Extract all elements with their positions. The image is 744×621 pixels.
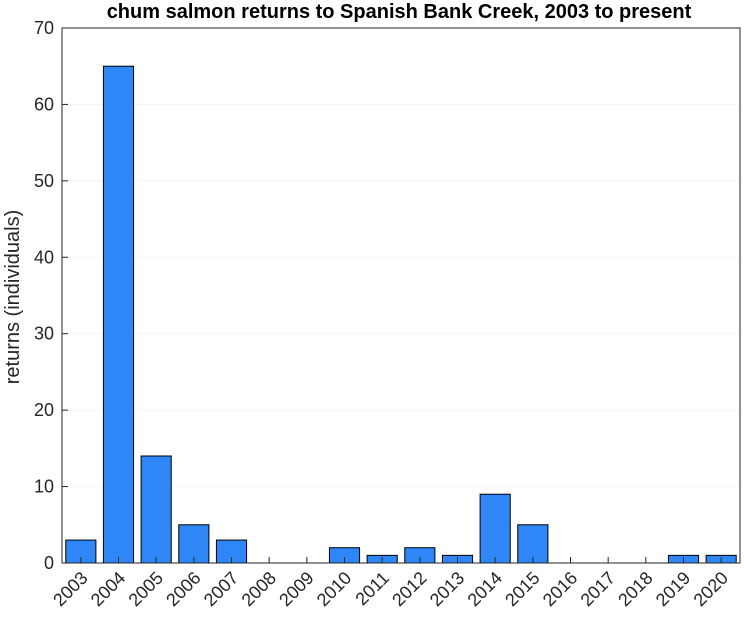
x-tick-label: 2018 bbox=[614, 568, 656, 610]
x-tick-label: 2009 bbox=[275, 568, 317, 610]
bar-2005 bbox=[140, 455, 172, 564]
x-tick-label: 2014 bbox=[464, 568, 506, 610]
x-tick-label: 2012 bbox=[388, 568, 430, 610]
x-tick-label: 2020 bbox=[690, 568, 732, 610]
y-tick-label: 50 bbox=[34, 171, 54, 191]
y-axis-label: returns (individuals) bbox=[2, 210, 24, 385]
bars bbox=[65, 65, 737, 564]
y-tick-label: 20 bbox=[34, 400, 54, 420]
y-tick-label: 10 bbox=[34, 477, 54, 497]
x-tick-label: 2013 bbox=[426, 568, 468, 610]
y-tick-label: 40 bbox=[34, 247, 54, 267]
y-axis-ticks: 0 10 20 30 40 50 60 70 bbox=[34, 18, 68, 573]
x-tick-label: 2005 bbox=[125, 568, 167, 610]
chart-title: chum salmon returns to Spanish Bank Cree… bbox=[107, 1, 692, 23]
x-tick-label: 2008 bbox=[238, 568, 280, 610]
x-tick-label: 2015 bbox=[501, 568, 543, 610]
x-tick-label: 2017 bbox=[577, 568, 619, 610]
bar-2014 bbox=[479, 493, 511, 564]
x-tick-label: 2006 bbox=[162, 568, 204, 610]
plot-area bbox=[61, 27, 741, 564]
x-tick-label: 2004 bbox=[87, 568, 129, 610]
x-tick-label: 2011 bbox=[351, 568, 393, 610]
x-tick-label: 2019 bbox=[652, 568, 694, 610]
x-tick-label: 2007 bbox=[200, 568, 242, 610]
x-tick-label: 2010 bbox=[313, 568, 355, 610]
y-tick-label: 60 bbox=[34, 94, 54, 114]
bar-2004 bbox=[102, 65, 135, 564]
y-tick-label: 70 bbox=[34, 18, 54, 38]
bar-2015 bbox=[517, 524, 549, 564]
x-axis-ticks: 2003200420052006200720082009201020112012… bbox=[49, 557, 732, 610]
x-tick-label: 2016 bbox=[539, 568, 581, 610]
x-tick-label: 2003 bbox=[49, 568, 91, 610]
y-tick-label: 30 bbox=[34, 324, 54, 344]
y-tick-label: 0 bbox=[44, 553, 54, 573]
